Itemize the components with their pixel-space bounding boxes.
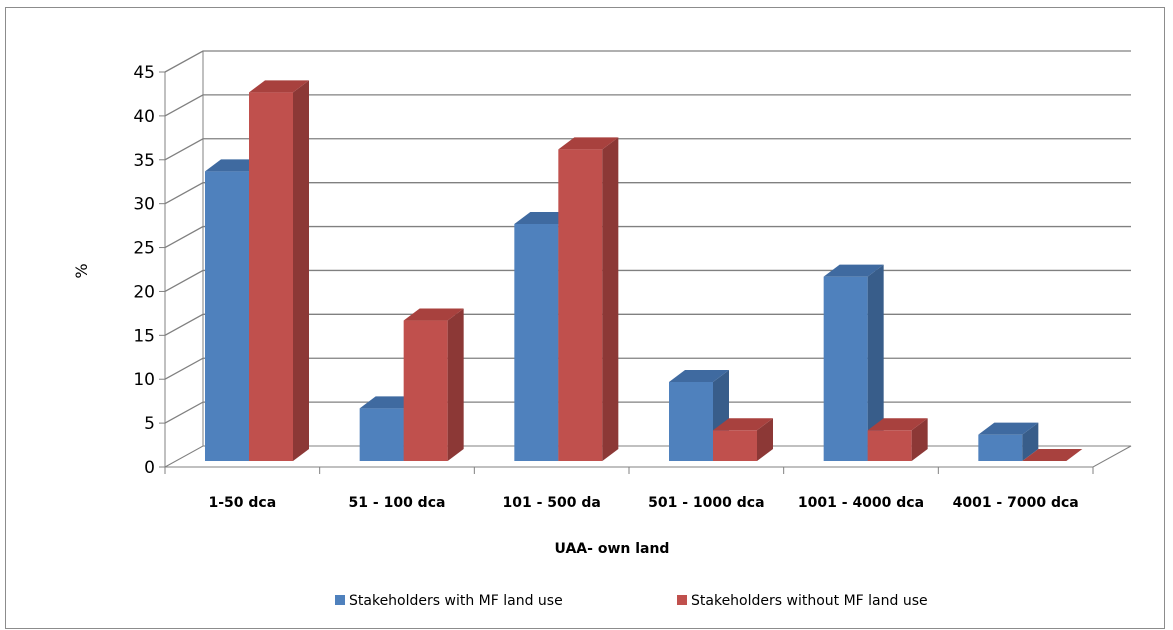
- bar: [713, 418, 773, 461]
- y-tick-label: 5: [144, 414, 155, 434]
- bar-top: [1022, 449, 1083, 461]
- bar-top: [713, 418, 773, 431]
- bar-front: [403, 320, 448, 461]
- bar: [249, 80, 309, 461]
- bar: [403, 308, 464, 461]
- gridline: [164, 94, 1131, 117]
- axis-labels: % UAA- own land: [72, 263, 669, 557]
- y-tick-label: 30: [133, 195, 155, 215]
- x-tick-label: 1001 - 4000 dca: [798, 495, 924, 511]
- gridline: [164, 313, 1131, 336]
- bar-front: [823, 276, 868, 461]
- bar-front: [713, 430, 757, 461]
- bar-side: [602, 137, 619, 461]
- bar-front: [359, 408, 404, 461]
- gridline: [164, 357, 1131, 380]
- bar-front: [978, 434, 1023, 461]
- bar-top: [669, 370, 729, 382]
- chart-frame: [5, 7, 1165, 629]
- y-tick-label: 20: [133, 282, 155, 302]
- bar-top: [558, 137, 619, 150]
- gridlines: [164, 50, 1131, 424]
- bar: [669, 370, 729, 461]
- gridline: [164, 138, 1131, 161]
- bar-side: [1022, 422, 1039, 461]
- bar: [1022, 449, 1083, 461]
- legend-label: Stakeholders without MF land use: [691, 593, 928, 609]
- axes: 0 5 10 15 20 25 30 35 40 45 1-50 dca 51 - 100 dca 10…: [133, 63, 1094, 511]
- y-tick-label: 15: [133, 326, 155, 346]
- legend-label: Stakeholders with MF land use: [349, 593, 563, 609]
- bar-side: [867, 264, 884, 461]
- chart-walls: [164, 51, 1132, 468]
- bar-side: [447, 308, 464, 461]
- bar: [823, 264, 884, 461]
- gridline: [164, 269, 1131, 293]
- bar-top: [823, 264, 884, 277]
- y-tick-label: 35: [133, 151, 155, 171]
- y-tick-label: 25: [133, 239, 155, 259]
- x-tick-label: 51 - 100 dca: [349, 495, 446, 511]
- y-tick-label: 40: [133, 107, 155, 127]
- legend-swatch: [335, 595, 345, 605]
- x-tick-label: 501 - 1000 dca: [648, 495, 764, 511]
- gridline: [164, 401, 1131, 424]
- legend-item: Stakeholders with MF land use: [335, 593, 563, 609]
- bar-front: [867, 430, 912, 461]
- bar: [558, 137, 619, 461]
- bar: [978, 422, 1039, 461]
- x-tick-label: 4001 - 7000 dca: [953, 495, 1079, 511]
- bar-front: [514, 224, 559, 461]
- legend: Stakeholders with MF land use Stakeholder…: [335, 593, 928, 609]
- y-tick-label: 45: [133, 63, 155, 83]
- bar-front: [669, 382, 713, 461]
- bar-side: [293, 80, 309, 461]
- x-axis-label: UAA- own land: [555, 541, 670, 557]
- y-tick-label: 10: [133, 370, 155, 390]
- bars: [205, 80, 1083, 462]
- legend-item: Stakeholders without MF land use: [677, 593, 928, 609]
- bar-front: [205, 171, 249, 462]
- bar-front: [558, 149, 603, 461]
- gridline: [164, 182, 1131, 205]
- x-tick-label: 101 - 500 da: [502, 495, 600, 511]
- bar-top: [867, 418, 928, 431]
- bar-top: [403, 308, 464, 321]
- bar-side: [757, 418, 773, 461]
- x-tick-label: 1-50 dca: [208, 495, 276, 511]
- gridline: [164, 50, 1131, 73]
- y-axis-label: %: [72, 263, 91, 278]
- bar-top: [978, 422, 1039, 435]
- gridline: [164, 225, 1131, 249]
- bar-front: [249, 92, 293, 461]
- bar-side: [911, 418, 928, 461]
- y-tick-label: 0: [144, 458, 155, 478]
- bar-top: [249, 80, 309, 93]
- bar: [867, 418, 928, 461]
- legend-swatch: [677, 595, 687, 605]
